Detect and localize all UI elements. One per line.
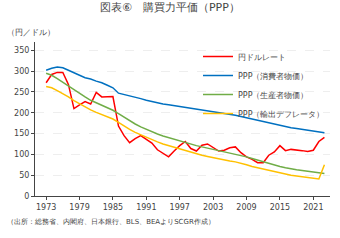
svg-text:1991: 1991 bbox=[136, 203, 156, 212]
svg-text:150: 150 bbox=[14, 129, 29, 138]
svg-text:100: 100 bbox=[14, 150, 29, 159]
svg-text:2021: 2021 bbox=[303, 203, 323, 212]
svg-text:1973: 1973 bbox=[36, 203, 56, 212]
svg-text:2003: 2003 bbox=[203, 203, 223, 212]
svg-text:1997: 1997 bbox=[170, 203, 190, 212]
svg-text:1979: 1979 bbox=[69, 203, 89, 212]
svg-text:250: 250 bbox=[14, 88, 29, 97]
svg-text:300: 300 bbox=[14, 67, 29, 76]
svg-text:PPP（生産者物価）: PPP（生産者物価） bbox=[238, 91, 308, 100]
svg-text:50: 50 bbox=[19, 171, 29, 180]
svg-text:PPP（輸出デフレータ）: PPP（輸出デフレータ） bbox=[238, 110, 324, 119]
svg-text:（出所：総務省、内閣府、日本銀行、BLS、BEAよりSCGR: （出所：総務省、内閣府、日本銀行、BLS、BEAよりSCGR作成） bbox=[7, 218, 215, 226]
svg-text:1985: 1985 bbox=[103, 203, 123, 212]
svg-text:2009: 2009 bbox=[236, 203, 256, 212]
svg-text:（円／ドル）: （円／ドル） bbox=[7, 28, 55, 37]
svg-text:2015: 2015 bbox=[270, 203, 290, 212]
svg-text:図表⑥ 購買力平価（PPP）: 図表⑥ 購買力平価（PPP） bbox=[100, 1, 240, 14]
svg-text:PPP（消費者物価）: PPP（消費者物価） bbox=[238, 72, 308, 81]
svg-text:円ドルレート: 円ドルレート bbox=[238, 53, 286, 62]
svg-text:0: 0 bbox=[24, 192, 29, 201]
svg-text:200: 200 bbox=[14, 109, 29, 118]
svg-text:350: 350 bbox=[14, 46, 29, 55]
